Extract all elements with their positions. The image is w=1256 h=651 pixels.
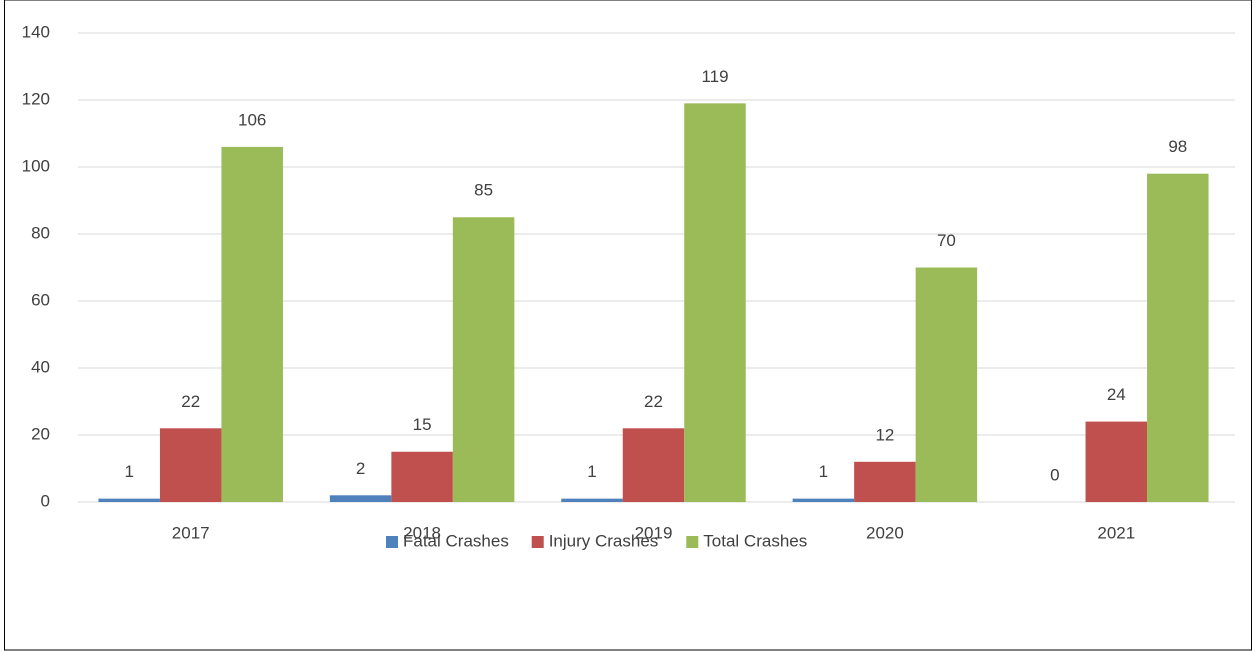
bar [915,267,978,502]
data-label: 0 [1050,465,1059,484]
y-tick-label: 20 [31,424,50,443]
data-label: 85 [474,181,493,200]
data-label: 2 [356,459,365,478]
bar [1085,421,1148,502]
x-tick-label: 2017 [172,523,210,542]
legend-swatch [386,536,398,548]
bar [221,146,283,502]
data-label: 24 [1107,385,1126,404]
data-label: 1 [587,462,596,481]
bar [159,428,222,502]
x-tick-label: 2020 [866,523,904,542]
y-tick-label: 40 [31,357,50,376]
data-label: 22 [644,392,663,411]
x-tick-label: 2018 [403,523,441,542]
legend-label: Injury Crashes [549,531,659,550]
bar [854,461,916,502]
data-label: 70 [937,231,956,250]
bar [391,451,453,502]
data-label: 1 [819,462,828,481]
y-tick-label: 80 [31,223,50,242]
bar [622,428,685,502]
legend-swatch [531,536,544,548]
y-tick-label: 100 [22,156,50,175]
data-label: 1 [124,462,133,481]
y-tick-label: 140 [22,22,50,41]
bar [792,498,855,502]
bar [329,495,392,502]
data-label: 15 [413,415,432,434]
legend-swatch [686,536,699,548]
data-label: 12 [875,425,894,444]
bar [452,217,515,502]
data-label: 119 [701,67,728,86]
bar [1147,173,1209,502]
legend-label: Total Crashes [703,531,807,550]
data-label: 106 [238,110,266,129]
x-tick-label: 2021 [1097,523,1135,542]
y-tick-label: 120 [22,89,50,108]
bar [98,498,160,502]
bar [561,498,623,502]
data-label: 98 [1168,137,1187,156]
bar [684,103,746,502]
y-tick-label: 60 [31,290,50,309]
data-label: 22 [181,392,200,411]
legend-label: Fatal Crashes [403,531,509,550]
chart-border [4,0,1252,651]
y-tick-label: 0 [41,491,50,510]
x-tick-label: 2019 [635,523,673,542]
